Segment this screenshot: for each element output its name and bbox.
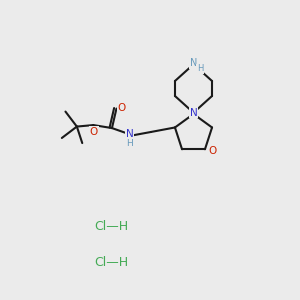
Text: N: N <box>190 58 197 68</box>
Text: N: N <box>126 129 134 139</box>
Text: H: H <box>127 139 133 148</box>
Text: O: O <box>208 146 217 156</box>
Text: H: H <box>197 64 203 73</box>
Text: O: O <box>118 103 126 113</box>
Text: O: O <box>90 127 98 137</box>
Text: Cl—H: Cl—H <box>94 220 128 233</box>
Text: Cl—H: Cl—H <box>94 256 128 269</box>
Text: N: N <box>190 108 197 118</box>
